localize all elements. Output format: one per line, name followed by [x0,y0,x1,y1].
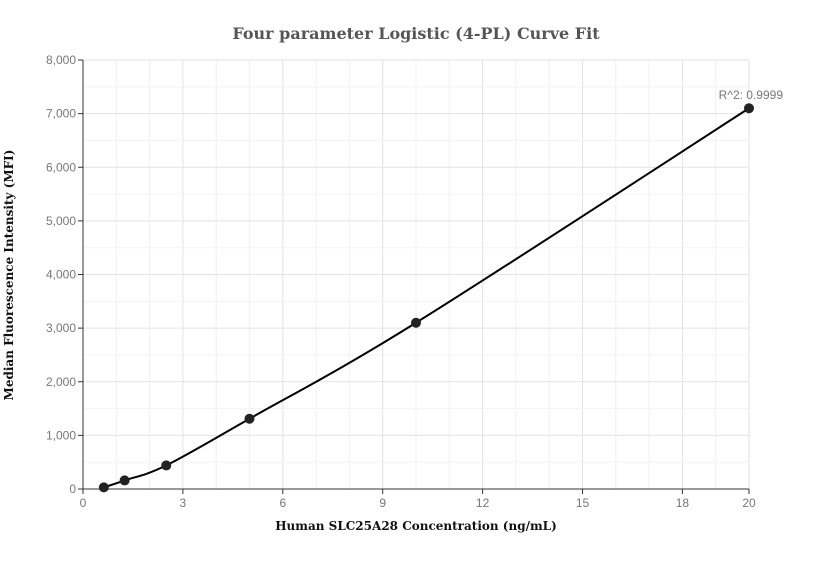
axes: 0 3 6 9 12 15 18 20 0 1,000 2,000 3,000 4,000 5,000 6,… [46,53,756,510]
data-point [244,413,255,424]
y-tick-label: 5,000 [46,214,76,228]
data-point [119,475,130,486]
data-point [744,103,754,114]
data-point [98,482,109,493]
x-tick-label: 18 [676,496,690,510]
x-tick-label: 12 [476,496,490,510]
y-tick-label: 8,000 [46,53,76,67]
x-tick-label: 3 [180,496,187,510]
data-point [161,460,172,471]
y-tick-label: 1,000 [46,428,76,442]
x-tick-label: 9 [379,496,386,510]
chart-title: Four parameter Logistic (4-PL) Curve Fit [232,24,600,43]
x-tick-label: 15 [576,496,590,510]
r-squared-annotation: R^2: 0.9999 [719,88,784,102]
fit-curve [103,107,750,489]
x-tick-label: 6 [279,496,286,510]
y-tick-label: 2,000 [46,375,76,389]
y-tick-label: 4,000 [46,268,76,282]
y-tick-label: 7,000 [46,107,76,121]
y-tick-label: 3,000 [46,321,76,335]
y-axis-label: Median Fluorescence Intensity (MFI) [2,150,16,401]
y-tick-label: 0 [69,482,76,496]
grid [83,59,750,489]
y-tick-label: 6,000 [46,160,76,174]
x-tick-label: 20 [742,496,756,510]
data-point [411,317,421,328]
data-points [98,103,754,493]
x-axis-label: Human SLC25A28 Concentration (ng/mL) [275,519,557,533]
x-tick-label: 0 [80,496,87,510]
